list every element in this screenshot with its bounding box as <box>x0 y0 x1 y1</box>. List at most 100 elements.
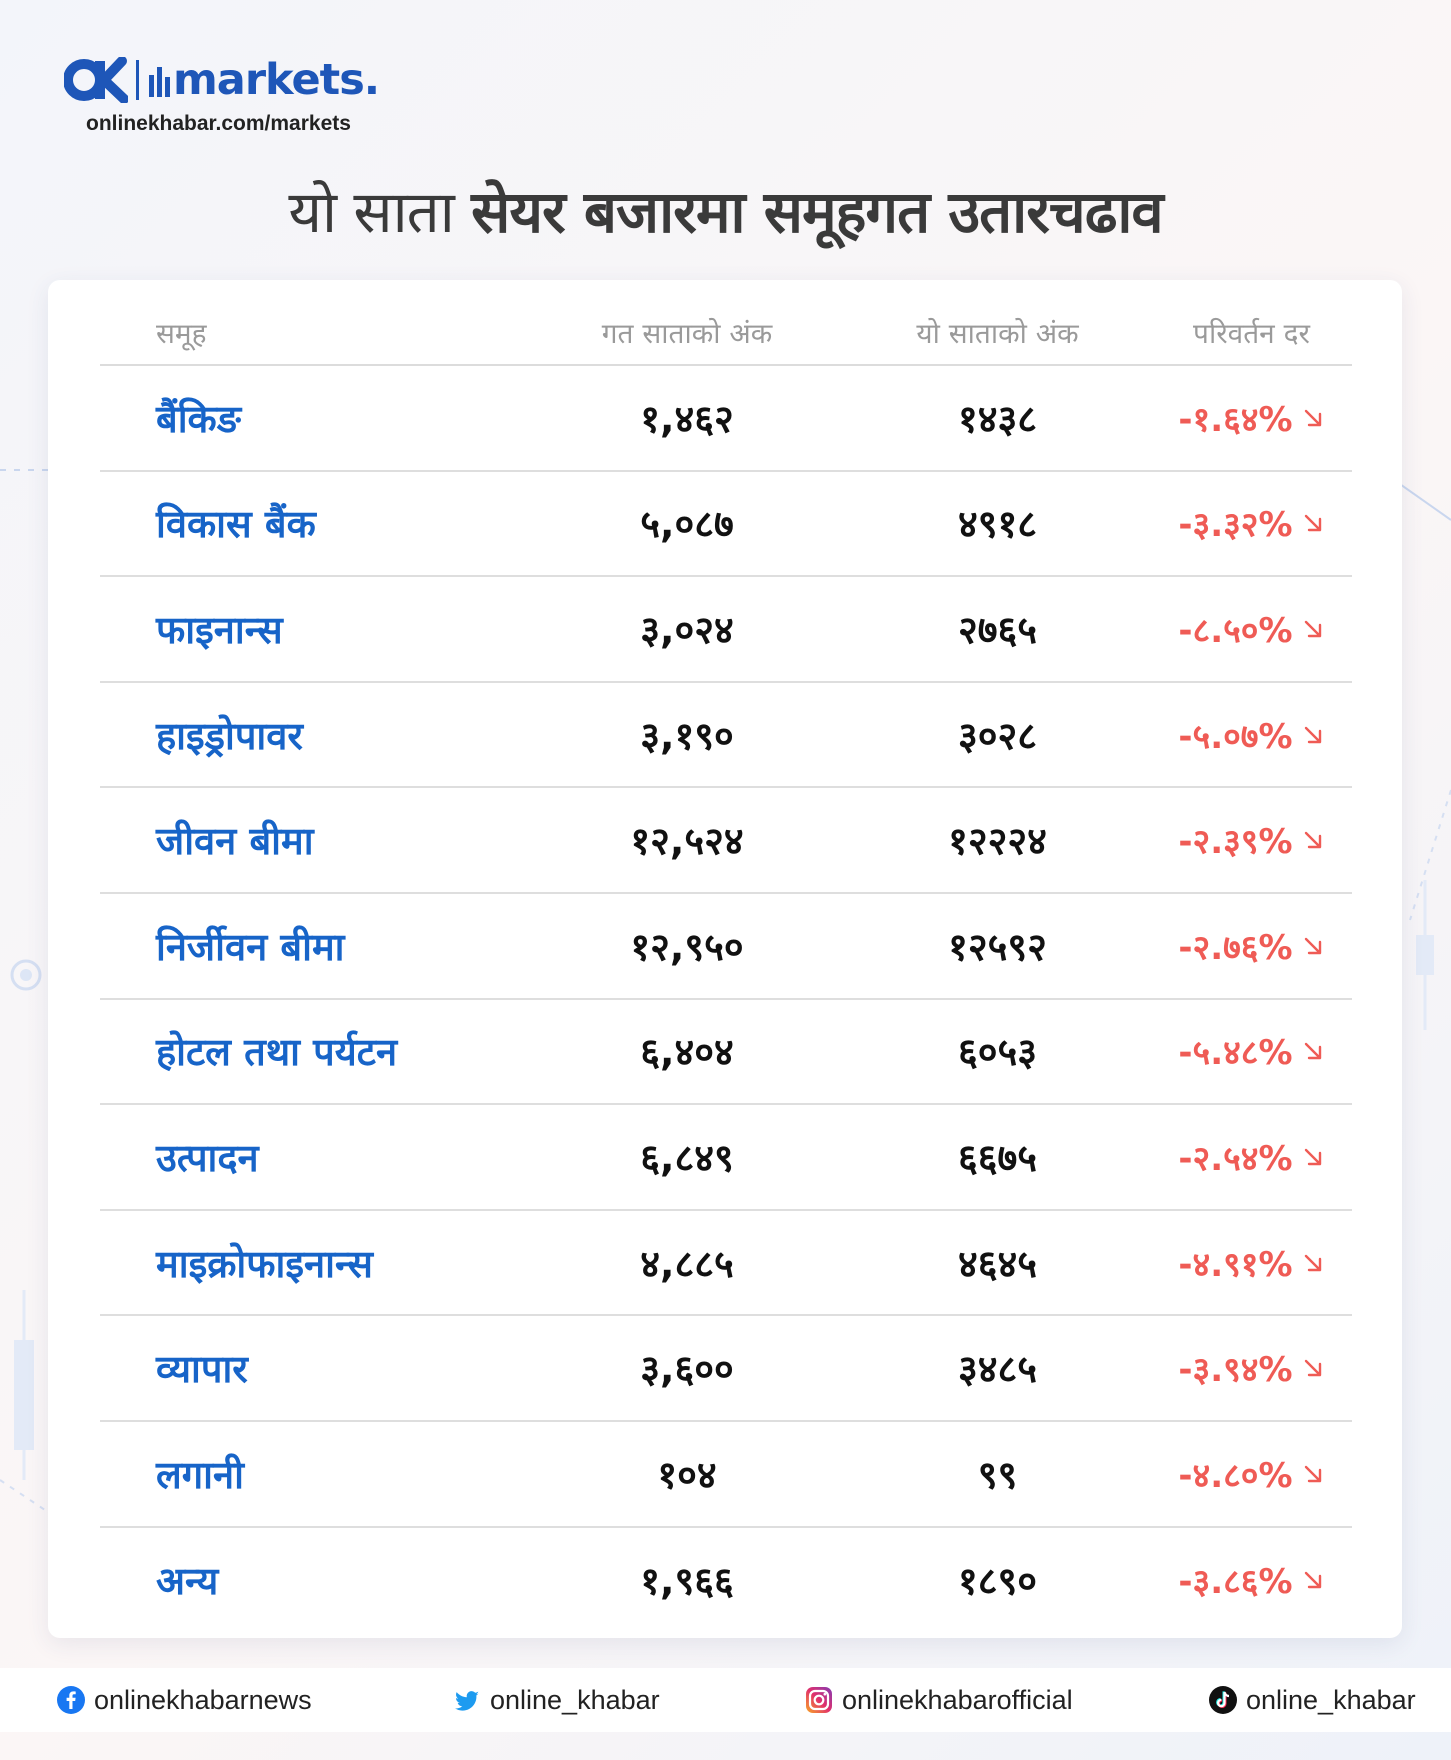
table-row: व्यापार ३,६०० ३४८५ -३.९४% <box>100 1316 1352 1422</box>
change-value: -८.५०% <box>1178 610 1293 651</box>
this-week-index: १२५९२ <box>948 924 1047 969</box>
this-week-index: ९९ <box>977 1452 1018 1497</box>
last-week-index: ३,१९० <box>640 713 734 758</box>
logo[interactable]: markets. <box>64 54 380 105</box>
change-value: -३.८६% <box>1178 1562 1293 1603</box>
sector-name: व्यापार <box>156 1347 248 1392</box>
logo-wordmark: markets. <box>173 54 380 105</box>
table-row: अन्य १,९६६ १८९० -३.८६% <box>100 1528 1352 1634</box>
change-value: -२.७६% <box>1178 927 1293 968</box>
arrow-down-right-icon <box>1304 1148 1321 1166</box>
this-week-index: २७६५ <box>957 607 1038 652</box>
arrow-down-right-icon <box>1304 831 1321 849</box>
table-row: उत्पादन ६,८४९ ६६७५ -२.५४% <box>100 1105 1352 1211</box>
last-week-index: १२,५२४ <box>630 819 744 864</box>
tiktok-link[interactable]: online_khabar <box>1208 1668 1416 1732</box>
arrow-down-right-icon <box>1304 1465 1321 1482</box>
table-row: विकास बैंक ५,०८७ ४९१८ -३.३२% <box>100 472 1352 578</box>
sector-name: विकास बैंक <box>156 502 316 547</box>
this-week-index: ६६७५ <box>957 1135 1038 1180</box>
change-value: -५.०७% <box>1178 716 1293 757</box>
sector-name: लगानी <box>156 1452 244 1497</box>
last-week-index: ३,६०० <box>640 1347 734 1392</box>
twitter-icon <box>455 1691 479 1711</box>
instagram-link[interactable]: onlinekhabarofficial <box>804 1668 1073 1732</box>
change-rate: -३.९४% <box>1151 1345 1352 1391</box>
change-value: -५.४८% <box>1178 1033 1293 1074</box>
brand-header: markets. onlinekhabar.com/markets <box>64 54 380 136</box>
table-row: माइक्रोफाइनान्स ४,८८५ ४६४५ -४.९१% <box>100 1211 1352 1317</box>
table-body: बैंकिङ १,४६२ १४३८ -१.६४% विकास बैंक ५,०८७ ४९१८… <box>100 366 1352 1633</box>
instagram-icon <box>806 1687 832 1713</box>
last-week-index: १०४ <box>657 1452 717 1497</box>
sector-table: समूह गत साताको अंक यो साताको अंक परिवर्त… <box>100 302 1352 1633</box>
change-rate: -२.७६% <box>1151 923 1352 969</box>
ok-logo-icon <box>64 57 128 103</box>
arrow-down-right-icon <box>1304 515 1321 532</box>
table-row: होटल तथा पर्यटन ६,४०४ ६०५३ -५.४८% <box>100 1000 1352 1106</box>
header-last-week: गत साताको अंक <box>601 317 773 350</box>
sector-name: फाइनान्स <box>156 607 283 652</box>
table-row: निर्जीवन बीमा १२,९५० १२५९२ -२.७६% <box>100 894 1352 1000</box>
change-value: -३.९४% <box>1178 1350 1293 1391</box>
table-row: जीवन बीमा १२,५२४ १२२२४ -२.३९% <box>100 788 1352 894</box>
change-rate: -५.४८% <box>1151 1028 1352 1074</box>
facebook-icon <box>57 1686 85 1714</box>
twitter-link[interactable]: online_khabar <box>452 1668 660 1732</box>
header-change: परिवर्तन दर <box>1193 317 1310 350</box>
change-value: -४.८०% <box>1178 1455 1293 1496</box>
this-week-index: ३०२८ <box>957 713 1038 758</box>
header-this-week: यो साताको अंक <box>916 317 1079 350</box>
title-light: यो साता <box>288 178 472 246</box>
arrow-down-right-icon <box>1304 620 1321 638</box>
arrow-down-right-icon <box>1304 1043 1321 1060</box>
change-value: -२.३९% <box>1178 822 1293 863</box>
last-week-index: १,९६६ <box>640 1559 734 1604</box>
table-row: लगानी १०४ ९९ -४.८०% <box>100 1422 1352 1528</box>
change-rate: -४.९१% <box>1151 1240 1352 1286</box>
last-week-index: १,४६२ <box>640 396 734 441</box>
change-value: -४.९१% <box>1178 1244 1293 1285</box>
last-week-index: १२,९५० <box>630 924 744 969</box>
arrow-down-right-icon <box>1304 1572 1321 1589</box>
arrow-down-right-icon <box>1304 937 1321 954</box>
last-week-index: ४,८८५ <box>640 1241 734 1286</box>
this-week-index: ४६४५ <box>957 1241 1038 1286</box>
last-week-index: ६,४०४ <box>640 1030 734 1075</box>
sector-name: अन्य <box>156 1559 219 1604</box>
logo-separator <box>136 60 139 100</box>
table-row: फाइनान्स ३,०२४ २७६५ -८.५०% <box>100 577 1352 683</box>
header-group: समूह <box>156 317 207 350</box>
arrow-down-right-icon <box>1304 1359 1321 1377</box>
arrow-down-right-icon <box>1304 409 1321 426</box>
change-value: -३.३२% <box>1178 505 1293 546</box>
tiktok-icon <box>1209 1686 1237 1714</box>
change-value: -१.६४% <box>1178 399 1293 440</box>
this-week-index: १४३८ <box>957 396 1038 441</box>
this-week-index: ३४८५ <box>957 1347 1038 1392</box>
title-bold: सेयर बजारमा समूहगत उतारचढाव <box>471 178 1163 246</box>
tiktok-handle: online_khabar <box>1246 1684 1416 1715</box>
change-rate: -१.६४% <box>1151 395 1352 441</box>
last-week-index: ३,०२४ <box>640 607 734 652</box>
sector-name: होटल तथा पर्यटन <box>156 1030 398 1075</box>
twitter-handle: online_khabar <box>490 1684 660 1715</box>
change-rate: -३.८६% <box>1151 1557 1352 1603</box>
arrow-down-right-icon <box>1304 726 1321 743</box>
sector-name: निर्जीवन बीमा <box>156 924 345 969</box>
data-card: समूह गत साताको अंक यो साताको अंक परिवर्त… <box>48 280 1402 1638</box>
this-week-index: ४९१८ <box>957 502 1038 547</box>
arrow-down-right-icon <box>1304 1254 1321 1271</box>
change-rate: -४.८०% <box>1151 1451 1352 1497</box>
change-rate: -५.०७% <box>1151 712 1352 758</box>
last-week-index: ५,०८७ <box>640 502 734 547</box>
site-url[interactable]: onlinekhabar.com/markets <box>86 112 351 135</box>
bar-chart-icon <box>149 67 170 97</box>
sector-name: बैंकिङ <box>156 396 241 441</box>
table-header: समूह गत साताको अंक यो साताको अंक परिवर्त… <box>100 302 1352 366</box>
sector-name: माइक्रोफाइनान्स <box>156 1241 373 1286</box>
change-value: -२.५४% <box>1178 1138 1293 1179</box>
change-rate: -२.५४% <box>1151 1134 1352 1180</box>
facebook-link[interactable]: onlinekhabarnews <box>56 1668 312 1732</box>
sector-name: हाइड्रोपावर <box>156 713 303 758</box>
